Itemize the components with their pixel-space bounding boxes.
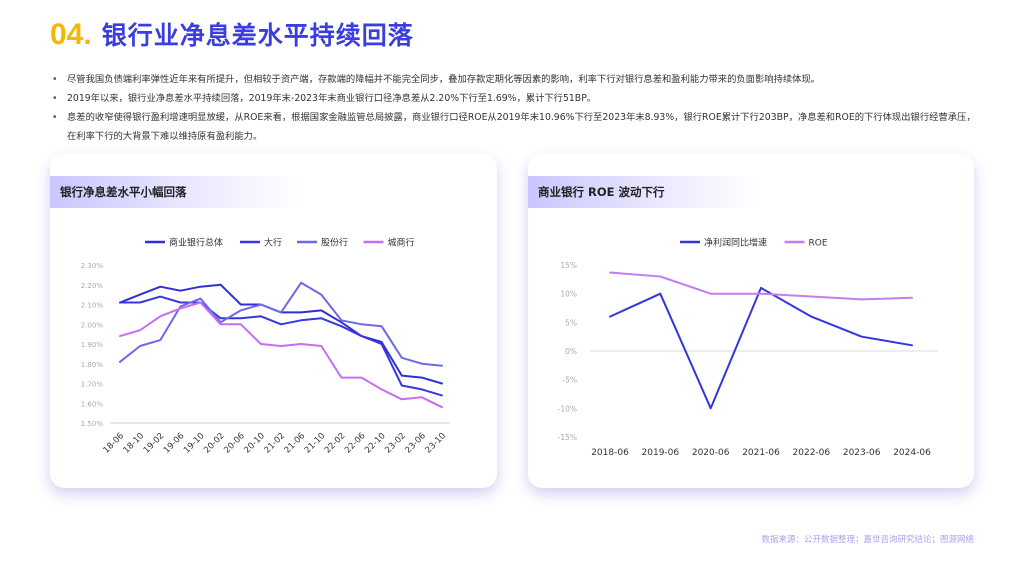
bullet-item: 尽管我国负债端利率弹性近年来有所提升，但相较于资产端，存款端的降幅并不能完全同步… xyxy=(52,70,982,89)
x-tick-label: 23-02 xyxy=(383,431,408,456)
bullet-item: 息差的收窄使得银行盈利增速明显放缓，从ROE来看，根据国家金融监管总局披露，商业… xyxy=(52,108,982,146)
y-tick-label: 2.30% xyxy=(81,262,104,270)
x-tick-label: 2020-06 xyxy=(692,448,730,458)
page-title: 04. 银行业净息差水平持续回落 xyxy=(50,16,414,52)
x-tick-label: 22-06 xyxy=(343,431,368,456)
x-tick-label: 21-06 xyxy=(283,431,308,456)
roe-chart-title: 商业银行 ROE 波动下行 xyxy=(528,176,758,208)
x-tick-label: 18-10 xyxy=(122,431,147,456)
bullet-item: 2019年以来，银行业净息差水平持续回落，2019年末-2023年末商业银行口径… xyxy=(52,89,982,108)
x-tick-label: 2021-06 xyxy=(742,448,780,458)
data-source-note: 数据来源：公开数据整理；嘉世咨询研究结论；图源网络 xyxy=(761,535,974,545)
x-tick-label: 19-10 xyxy=(182,431,207,456)
y-tick-label: 5% xyxy=(565,318,577,327)
section-title: 银行业净息差水平持续回落 xyxy=(101,21,414,50)
x-tick-label: 23-06 xyxy=(403,431,428,456)
y-tick-label: 1.50% xyxy=(81,420,104,428)
y-tick-label: 1.90% xyxy=(81,341,104,349)
y-tick-label: 10% xyxy=(560,290,577,299)
y-tick-label: 1.60% xyxy=(81,400,104,408)
x-tick-label: 20-10 xyxy=(242,431,267,456)
y-tick-label: 2.20% xyxy=(81,282,104,290)
x-tick-label: 2019-06 xyxy=(642,448,680,458)
x-tick-label: 22-02 xyxy=(323,431,348,456)
x-tick-label: 20-06 xyxy=(222,431,247,456)
x-tick-label: 21-10 xyxy=(303,431,328,456)
x-tick-label: 2024-06 xyxy=(893,448,931,458)
x-tick-label: 22-10 xyxy=(363,431,388,456)
nim-line-chart: 2.30% 2.20% 2.10% 2.00% 1.90% 1.80% 1.70% 1.60%… xyxy=(81,237,450,456)
y-tick-label: -15% xyxy=(558,433,577,442)
nim-chart-title: 银行净息差水平小幅回落 xyxy=(50,176,300,208)
x-tick-label: 2022-06 xyxy=(793,448,831,458)
y-tick-label: 0% xyxy=(565,347,577,356)
x-tick-label: 23-10 xyxy=(424,431,449,456)
x-tick-label: 18-06 xyxy=(102,431,127,456)
y-tick-label: -10% xyxy=(558,404,577,413)
y-tick-label: -5% xyxy=(562,376,577,385)
bullet-list: 尽管我国负债端利率弹性近年来有所提升，但相较于资产端，存款端的降幅并不能完全同步… xyxy=(52,70,982,146)
series-line-4 xyxy=(119,301,443,409)
y-tick-label: 1.80% xyxy=(81,361,104,369)
y-tick-label: 15% xyxy=(560,261,577,270)
x-tick-label: 19-02 xyxy=(142,431,167,456)
x-tick-label: 21-02 xyxy=(263,431,288,456)
x-tick-label: 2018-06 xyxy=(591,448,629,458)
section-number: 04. xyxy=(50,18,92,51)
x-tick-label: 2023-06 xyxy=(843,448,881,458)
y-tick-label: 1.70% xyxy=(81,381,104,389)
roe-line-chart: 15% 10% 5% 0% -5% -10% -15% 2018-06 2019-06 2020-… xyxy=(558,237,938,458)
roe-chart-card: 商业银行 ROE 波动下行 15% 10% 5% 0% -5% -10% -15% 2018-… xyxy=(528,154,974,488)
legend-label: 净利润同比增速 xyxy=(704,237,767,249)
y-tick-label: 2.00% xyxy=(81,321,104,329)
series-line-2 xyxy=(119,295,443,397)
series-line-2 xyxy=(609,271,913,301)
series-line-1 xyxy=(609,286,913,410)
series-line-3 xyxy=(119,281,443,367)
legend-label: 股份行 xyxy=(321,237,348,249)
x-tick-label: 19-06 xyxy=(162,431,187,456)
legend-label: ROE xyxy=(809,239,828,249)
legend-label: 城商行 xyxy=(388,237,415,249)
legend-label: 大行 xyxy=(264,237,282,249)
y-tick-label: 2.10% xyxy=(81,302,104,310)
legend-label: 商业银行总体 xyxy=(169,237,223,249)
nim-chart-card: 银行净息差水平小幅回落 2.30% 2.20% 2.10% 2.00% 1.90% 1.8… xyxy=(50,154,497,488)
x-tick-label: 20-02 xyxy=(202,431,227,456)
